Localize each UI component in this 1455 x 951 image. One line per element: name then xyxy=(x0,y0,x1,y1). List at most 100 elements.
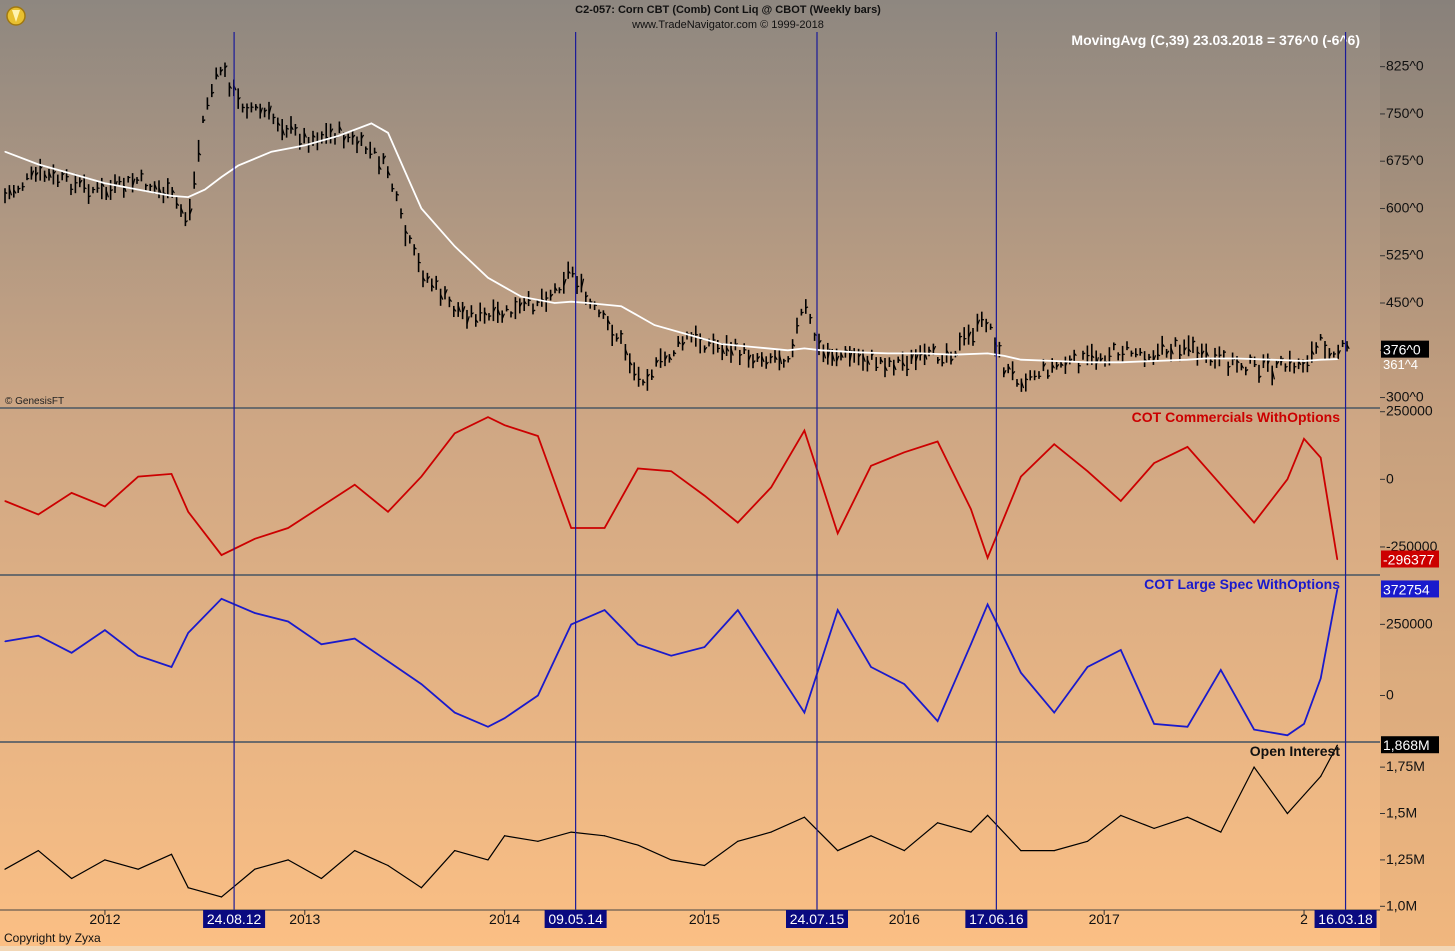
trade-navigator-logo-icon[interactable] xyxy=(7,7,25,25)
series-point xyxy=(970,644,971,645)
marker-date-label: 09.05.14 xyxy=(548,911,603,927)
series-point xyxy=(321,644,322,645)
y-tick-label: 450^0 xyxy=(1386,294,1424,310)
series-point xyxy=(571,301,572,302)
series-point xyxy=(1320,359,1321,360)
series-point xyxy=(1187,446,1188,447)
series-point xyxy=(104,183,105,184)
series-point xyxy=(454,850,455,851)
series-point xyxy=(637,315,638,316)
series-point xyxy=(387,132,388,133)
series-point xyxy=(1320,776,1321,777)
series-point xyxy=(487,277,488,278)
series-point xyxy=(1154,360,1155,361)
series-point xyxy=(571,527,572,528)
series-point xyxy=(937,720,938,721)
series-point xyxy=(571,624,572,625)
series-point xyxy=(304,145,305,146)
price-bar-tick xyxy=(1219,355,1221,356)
y-tick-label: 1,25M xyxy=(1386,851,1425,867)
panel-legend: COT Large Spec WithOptions xyxy=(1144,576,1340,592)
y-tick-label: 250000 xyxy=(1386,615,1433,631)
series-point xyxy=(1303,438,1304,439)
series-point xyxy=(621,306,622,307)
price-bar-tick xyxy=(247,107,249,108)
series-point xyxy=(271,151,272,152)
series-point xyxy=(1237,358,1238,359)
price-bar-tick xyxy=(1325,345,1327,346)
series-point xyxy=(737,841,738,842)
series-point xyxy=(421,208,422,209)
price-bar-tick xyxy=(788,359,790,360)
price-bar-tick xyxy=(546,298,548,299)
series-point xyxy=(221,554,222,555)
series-point xyxy=(1087,471,1088,472)
price-bar-tick xyxy=(991,327,993,328)
series-point xyxy=(188,197,189,198)
y-tick-label: 525^0 xyxy=(1386,247,1424,263)
series-point xyxy=(404,170,405,171)
price-bar-tick xyxy=(797,326,799,327)
price-bar-tick xyxy=(1035,376,1037,377)
series-point xyxy=(188,511,189,512)
series-point xyxy=(504,835,505,836)
x-tick-label: 2013 xyxy=(289,911,320,927)
series-point xyxy=(4,500,5,501)
series-point xyxy=(637,468,638,469)
series-point xyxy=(4,869,5,870)
series-point xyxy=(1120,649,1121,650)
price-bar-tick xyxy=(251,107,253,108)
series-point xyxy=(1220,831,1221,832)
series-point xyxy=(1120,815,1121,816)
series-point xyxy=(737,610,738,611)
panel-legend: Open Interest xyxy=(1250,743,1341,759)
series-point xyxy=(1187,359,1188,360)
series-point xyxy=(1303,794,1304,795)
price-bar-tick xyxy=(1175,340,1177,341)
series-point xyxy=(1004,355,1005,356)
series-point xyxy=(687,334,688,335)
series-point xyxy=(637,844,638,845)
series-point xyxy=(138,869,139,870)
series-point xyxy=(1120,500,1121,501)
series-point xyxy=(421,684,422,685)
series-point xyxy=(1253,767,1254,768)
series-point xyxy=(854,352,855,353)
series-point xyxy=(804,348,805,349)
series-point xyxy=(354,850,355,851)
last-value-label: 372754 xyxy=(1383,581,1430,597)
series-point xyxy=(537,695,538,696)
chart-subtitle: www.TradeNavigator.com © 1999-2018 xyxy=(631,19,824,31)
series-point xyxy=(837,850,838,851)
x-tick-label: 2015 xyxy=(689,911,720,927)
series-point xyxy=(1187,726,1188,727)
series-point xyxy=(1020,359,1021,360)
x-tick-label: 2016 xyxy=(889,911,920,927)
y-tick-label: 1,0M xyxy=(1386,897,1417,913)
series-point xyxy=(554,302,555,303)
panel-legend: MovingAvg (C,39) 23.03.2018 = 376^0 (-6^… xyxy=(1071,32,1360,48)
series-point xyxy=(1020,476,1021,477)
series-point xyxy=(1054,360,1055,361)
series-point xyxy=(1154,828,1155,829)
series-point xyxy=(1120,362,1121,363)
series-point xyxy=(504,425,505,426)
series-point xyxy=(770,661,771,662)
series-point xyxy=(1054,850,1055,851)
series-point xyxy=(288,527,289,528)
series-point xyxy=(770,831,771,832)
marker-date-label: 16.03.18 xyxy=(1318,911,1373,927)
series-point xyxy=(604,610,605,611)
series-point xyxy=(1287,479,1288,480)
series-point xyxy=(254,538,255,539)
series-point xyxy=(1287,813,1288,814)
price-bar-tick xyxy=(137,180,139,181)
series-point xyxy=(1187,817,1188,818)
panel-legend: COT Commercials WithOptions xyxy=(1132,409,1341,425)
series-point xyxy=(737,522,738,523)
series-point xyxy=(987,604,988,605)
series-point xyxy=(820,350,821,351)
x-tick-label: 2 xyxy=(1300,911,1308,927)
series-point xyxy=(787,350,788,351)
